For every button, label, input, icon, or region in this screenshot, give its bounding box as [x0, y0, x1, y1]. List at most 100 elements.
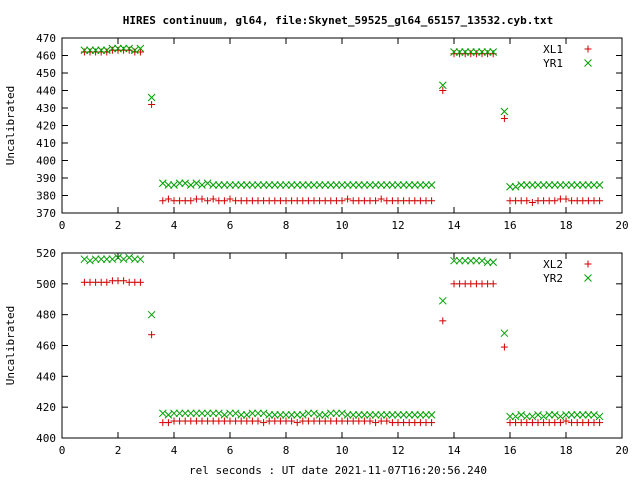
data-point	[422, 411, 430, 419]
series-xl1	[80, 46, 604, 206]
data-point	[461, 48, 470, 56]
data-point	[192, 179, 201, 188]
data-point	[562, 181, 570, 189]
data-point	[259, 409, 268, 418]
data-point	[231, 409, 240, 418]
data-point	[545, 411, 554, 419]
data-point	[410, 181, 419, 189]
data-point	[298, 181, 307, 189]
data-point	[198, 181, 206, 189]
data-point	[125, 44, 134, 53]
legend-label: XL2	[543, 258, 563, 271]
data-point	[455, 256, 464, 265]
data-point	[523, 197, 531, 205]
data-point	[198, 409, 206, 418]
x-tick-label: 4	[171, 219, 178, 232]
data-point	[80, 255, 89, 264]
x-tick-label: 8	[283, 219, 290, 232]
data-point	[416, 181, 425, 189]
x-axis-label: rel seconds : UT date 2021-11-07T16:20:5…	[189, 464, 487, 477]
data-point	[136, 255, 145, 264]
data-point	[517, 181, 526, 189]
data-point	[343, 411, 352, 419]
data-point	[567, 181, 576, 189]
data-point	[573, 411, 582, 419]
data-point	[539, 181, 548, 189]
data-point	[489, 280, 497, 288]
x-tick-label: 12	[391, 444, 404, 457]
data-point	[175, 409, 184, 418]
data-point	[461, 256, 470, 265]
x-tick-label: 18	[559, 444, 572, 457]
data-point	[394, 411, 402, 419]
data-point	[276, 411, 285, 419]
x-tick-label: 0	[59, 444, 66, 457]
data-point	[483, 48, 492, 56]
data-point	[276, 181, 285, 189]
data-point	[214, 409, 223, 418]
data-point	[315, 411, 324, 419]
data-point	[136, 278, 144, 286]
data-point	[371, 181, 380, 189]
y-tick-label: 480	[36, 309, 56, 322]
data-point	[428, 419, 436, 427]
data-point	[360, 411, 369, 419]
top-panel: 0 2 4 6 8 10 12 14 16 18 20 370 380 390 400 410 420 430 44…	[4, 32, 629, 232]
data-point	[450, 48, 458, 56]
legend-marker	[584, 59, 592, 67]
data-point	[226, 409, 234, 418]
data-point	[595, 412, 604, 421]
data-point	[366, 181, 374, 189]
data-point	[590, 181, 598, 189]
x-tick-label: 16	[503, 219, 516, 232]
data-point	[377, 195, 385, 203]
plot-frame	[61, 37, 623, 214]
data-point	[326, 409, 335, 418]
data-point	[260, 419, 268, 427]
data-point	[203, 179, 212, 188]
x-tick-label: 18	[559, 219, 572, 232]
x-tick-label: 14	[447, 444, 461, 457]
data-point	[114, 253, 122, 262]
data-point	[148, 101, 156, 108]
data-point	[248, 409, 257, 418]
data-point	[287, 181, 296, 189]
data-point	[383, 417, 391, 425]
data-point	[164, 195, 172, 203]
data-point	[86, 46, 94, 55]
data-point	[338, 409, 346, 418]
y-tick-label: 400	[36, 155, 56, 168]
data-point	[114, 44, 122, 53]
data-point	[103, 278, 111, 286]
data-point	[170, 409, 178, 418]
data-point	[534, 411, 542, 419]
data-point	[410, 411, 419, 419]
data-point	[254, 417, 262, 425]
y-tick-label: 470	[36, 32, 56, 45]
data-point	[550, 181, 559, 189]
data-point	[354, 181, 363, 189]
x-tick-label: 2	[115, 444, 122, 457]
data-point	[254, 181, 262, 189]
data-point	[478, 256, 486, 265]
data-point	[220, 411, 229, 419]
data-point	[80, 46, 89, 55]
data-point	[209, 195, 217, 203]
y-tick-label: 410	[36, 137, 56, 150]
data-point	[438, 296, 447, 305]
data-point	[130, 46, 139, 55]
x-tick-label: 6	[227, 444, 234, 457]
data-point	[377, 181, 386, 189]
data-point	[86, 256, 94, 265]
data-point	[354, 411, 363, 419]
data-point	[164, 419, 172, 427]
data-point	[455, 48, 464, 56]
data-point	[242, 411, 251, 419]
data-point	[478, 48, 486, 56]
data-point	[102, 255, 111, 264]
chart-title: HIRES continuum, gl64, file:Skynet_59525…	[123, 14, 553, 27]
data-point	[136, 44, 145, 53]
y-tick-label: 440	[36, 370, 56, 383]
data-point	[282, 181, 290, 189]
x-tick-label: 20	[615, 219, 628, 232]
